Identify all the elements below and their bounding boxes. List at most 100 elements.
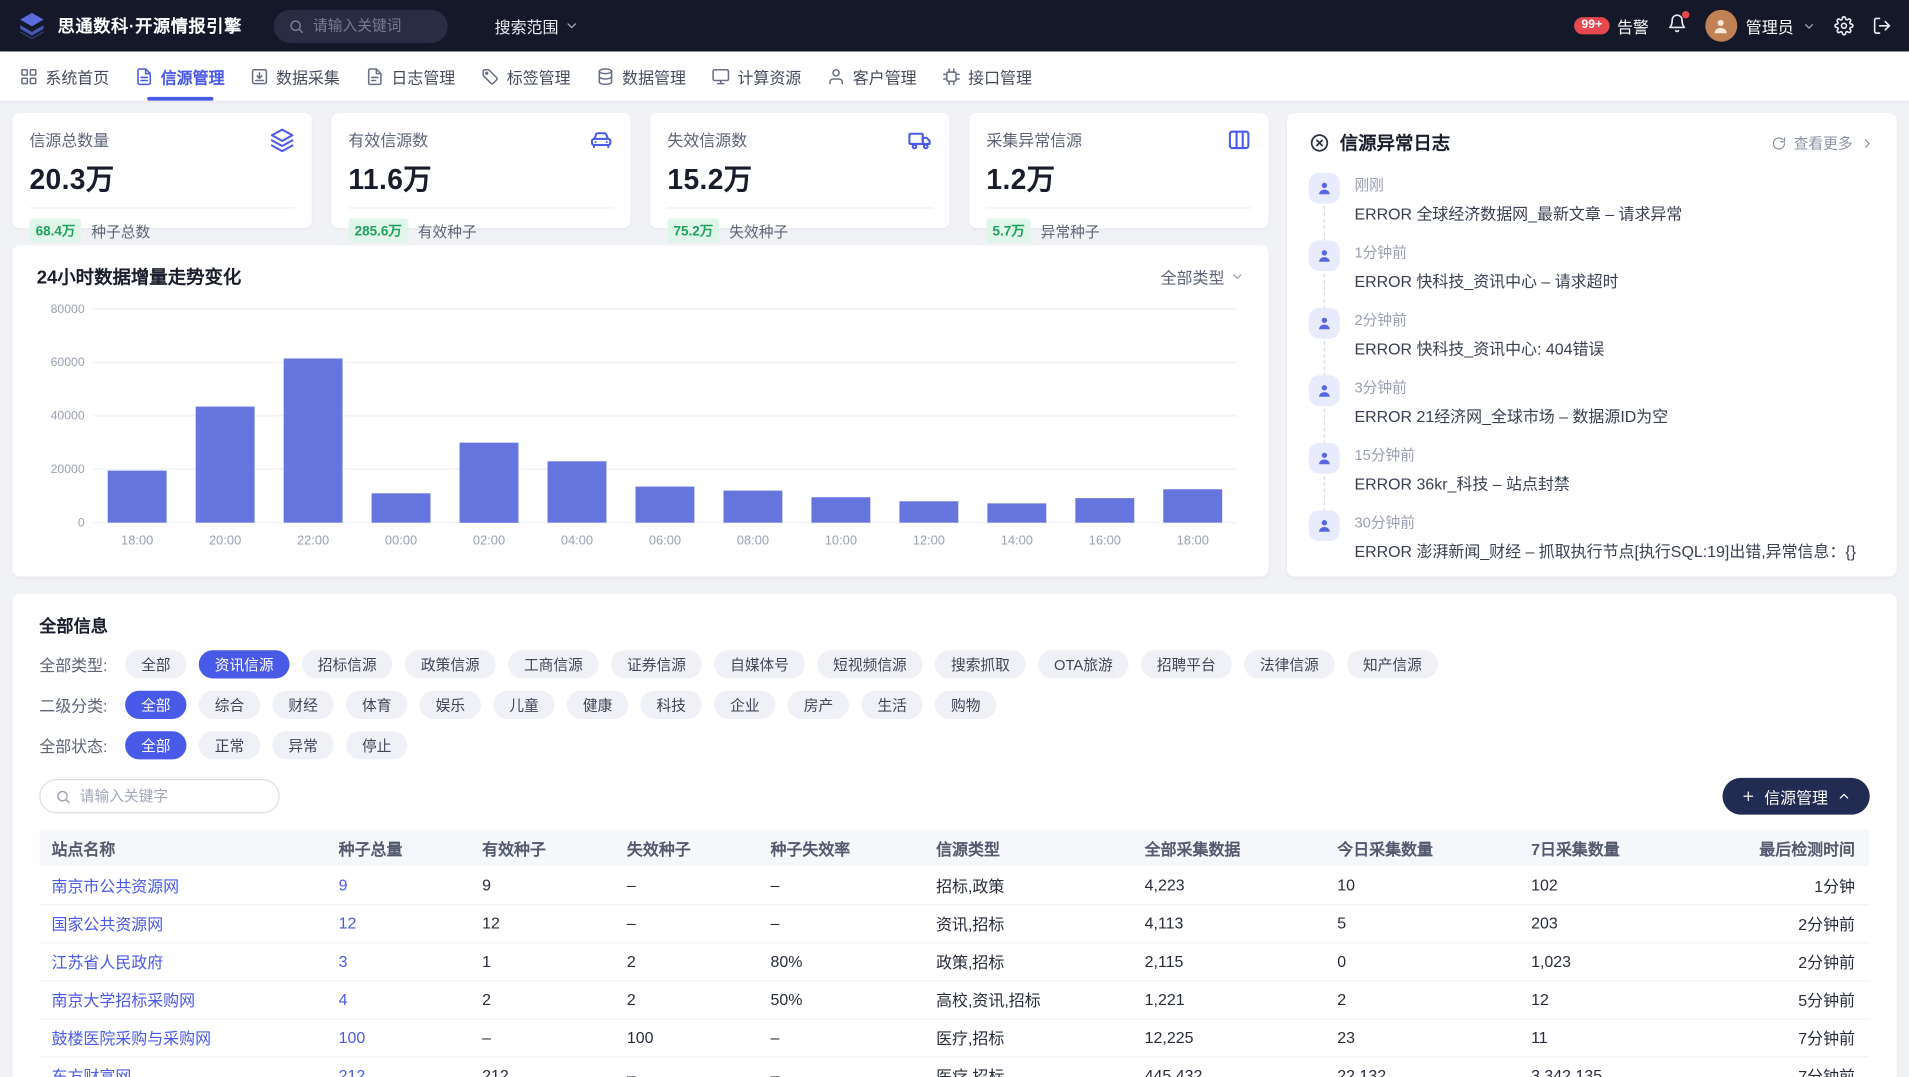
filter-pill[interactable]: 法律信源 — [1243, 650, 1335, 679]
error-log-title: 信源异常日志 — [1339, 133, 1451, 155]
tab-log-manage[interactable]: 日志管理 — [363, 52, 457, 101]
tab-label: 日志管理 — [391, 68, 456, 87]
search-scope-dropdown[interactable]: 搜索范围 — [495, 14, 580, 37]
log-entry: 2分钟前 ERROR 快科技_资讯中心: 404错误 — [1309, 307, 1875, 377]
tab-source-manage[interactable]: 信源管理 — [133, 52, 227, 101]
log-avatar — [1309, 510, 1340, 542]
tab-customer-manage[interactable]: 客户管理 — [825, 52, 919, 101]
filter-pill[interactable]: 儿童 — [493, 690, 555, 719]
site-name-link[interactable]: 南京大学招标采购网 — [51, 991, 196, 1010]
source-doc-icon — [135, 67, 153, 85]
stat-card-1: 有效信源数 11.6万 285.6万 有效种子 — [331, 112, 631, 243]
table-cell: 4,223 — [1134, 866, 1328, 905]
filter-pill[interactable]: 资讯信源 — [198, 650, 290, 679]
settings-gear-icon[interactable] — [1834, 16, 1854, 36]
filter-pill[interactable]: 购物 — [935, 690, 997, 719]
tab-tag-manage[interactable]: 标签管理 — [479, 52, 573, 101]
filter-pill[interactable]: 正常 — [198, 731, 261, 760]
site-name-link[interactable]: 江苏省人民政府 — [51, 953, 164, 972]
svg-text:80000: 80000 — [51, 302, 85, 316]
table-search[interactable] — [39, 779, 280, 814]
table-cell: 5 — [1327, 904, 1522, 943]
global-search[interactable] — [273, 9, 449, 43]
site-name-link[interactable]: 国家公共资源网 — [51, 915, 164, 934]
table-search-input[interactable] — [79, 787, 264, 805]
table-cell: 5分钟前 — [1717, 980, 1870, 1019]
brand-logo-icon — [17, 11, 46, 40]
chart-type-dropdown[interactable]: 全部类型 — [1161, 265, 1244, 288]
filter-pill[interactable]: OTA旅游 — [1038, 650, 1129, 679]
site-name-link[interactable]: 东方财富网 — [51, 1067, 132, 1077]
view-more-link[interactable]: 查看更多 — [1772, 133, 1875, 154]
seed-count-link[interactable]: 12 — [338, 914, 357, 933]
error-log-header: 信源异常日志 查看更多 — [1309, 130, 1875, 156]
log-entry: 30分钟前 ERROR 澎湃新闻_财经 – 抓取执行节点[执行SQL:19]出错,… — [1309, 510, 1875, 576]
seed-count-link[interactable]: 9 — [338, 875, 348, 895]
filter-pill[interactable]: 房产 — [787, 690, 850, 719]
main-nav: 系统首页 信源管理 数据采集 日志管理 标签管理 数据管理 计算资源 客户管理 接口管理 — [0, 51, 1909, 101]
filter-pill[interactable]: 停止 — [346, 731, 408, 760]
filter-pill[interactable]: 娱乐 — [419, 690, 482, 719]
filter-pill[interactable]: 搜索抓取 — [935, 650, 1026, 679]
table-column-header: 最后检测时间 — [1717, 829, 1870, 867]
table-cell: 医疗,招标 — [926, 1018, 1135, 1057]
global-search-input[interactable] — [313, 17, 434, 35]
tab-data-manage[interactable]: 数据管理 — [594, 52, 688, 101]
seed-count-link[interactable]: 100 — [338, 1028, 366, 1047]
filter-row-2: 全部状态: 全部 正常 异常 停止 — [39, 731, 1869, 760]
filter-pill[interactable]: 体育 — [346, 690, 408, 719]
seed-count-link[interactable]: 212 — [338, 1066, 366, 1077]
table-cell: 江苏省人民政府 — [39, 942, 329, 981]
filter-pill[interactable]: 异常 — [272, 731, 334, 760]
filter-pill[interactable]: 综合 — [198, 690, 261, 719]
table-cell: 212 — [472, 1056, 618, 1077]
log-time: 3分钟前 — [1354, 379, 1407, 397]
alert-label: 告警 — [1616, 17, 1649, 37]
filter-pill[interactable]: 招标信源 — [301, 650, 393, 679]
source-manage-button[interactable]: 信源管理 — [1722, 777, 1870, 815]
svg-text:60000: 60000 — [51, 355, 85, 369]
log-time: 2分钟前 — [1354, 311, 1407, 329]
filter-pill[interactable]: 知产信源 — [1347, 650, 1438, 679]
table-column-header: 今日采集数量 — [1327, 829, 1522, 867]
layers-icon — [270, 128, 295, 153]
filter-pill[interactable]: 政策信源 — [404, 650, 496, 679]
tab-data-collect[interactable]: 数据采集 — [248, 52, 342, 101]
filter-pill[interactable]: 全部 — [125, 650, 187, 679]
logout-icon[interactable] — [1872, 16, 1892, 36]
tab-api-manage[interactable]: 接口管理 — [940, 52, 1034, 101]
filter-pill[interactable]: 健康 — [566, 690, 629, 719]
user-menu[interactable]: 管理员 — [1705, 9, 1815, 42]
log-message: ERROR 澎湃新闻_财经 – 抓取执行节点[执行SQL:19]出错,异常信息：… — [1354, 542, 1857, 561]
filter-pill[interactable]: 全部 — [125, 731, 187, 760]
tab-compute-resource[interactable]: 计算资源 — [709, 52, 803, 101]
site-name-link[interactable]: 南京市公共资源网 — [51, 876, 180, 896]
table-cell: – — [472, 1018, 618, 1057]
tab-system-home[interactable]: 系统首页 — [17, 52, 111, 101]
filter-pill[interactable]: 工商信源 — [507, 650, 599, 679]
stat-badge: 285.6万 — [348, 218, 408, 243]
table-row: 南京市公共资源网 9 9– – 招标,政策 4,223 10 102 1分钟 — [39, 866, 1870, 905]
filter-pill[interactable]: 全部 — [125, 690, 187, 719]
filter-row-label: 全部状态: — [39, 737, 108, 756]
notifications-button[interactable] — [1667, 10, 1690, 39]
filter-pill[interactable]: 企业 — [714, 690, 776, 719]
table-cell: 12 — [472, 904, 618, 943]
stat-badge: 68.4万 — [29, 218, 82, 243]
filter-pill[interactable]: 财经 — [272, 690, 334, 719]
filter-pill[interactable]: 短视频信源 — [817, 650, 923, 679]
chevron-down-icon — [1802, 19, 1815, 32]
error-log-panel: 信源异常日志 查看更多 刚刚 ERROR 全球经济数据网_最新文章 – 请求异常 1… — [1286, 112, 1897, 577]
alert-indicator[interactable]: 99+ 告警 — [1574, 14, 1649, 37]
seed-count-link[interactable]: 4 — [338, 990, 348, 1009]
filter-pill[interactable]: 自媒体号 — [714, 650, 805, 679]
person-icon — [1316, 518, 1332, 534]
seed-count-link[interactable]: 3 — [338, 952, 348, 971]
log-message: ERROR 全球经济数据网_最新文章 – 请求异常 — [1354, 204, 1683, 224]
filter-pill[interactable]: 生活 — [861, 690, 923, 719]
table-cell: 1 — [472, 942, 618, 981]
filter-pill[interactable]: 证券信源 — [611, 650, 702, 679]
filter-pill[interactable]: 科技 — [640, 690, 702, 719]
site-name-link[interactable]: 鼓楼医院采购与采购网 — [51, 1029, 212, 1048]
filter-pill[interactable]: 招聘平台 — [1140, 650, 1232, 679]
